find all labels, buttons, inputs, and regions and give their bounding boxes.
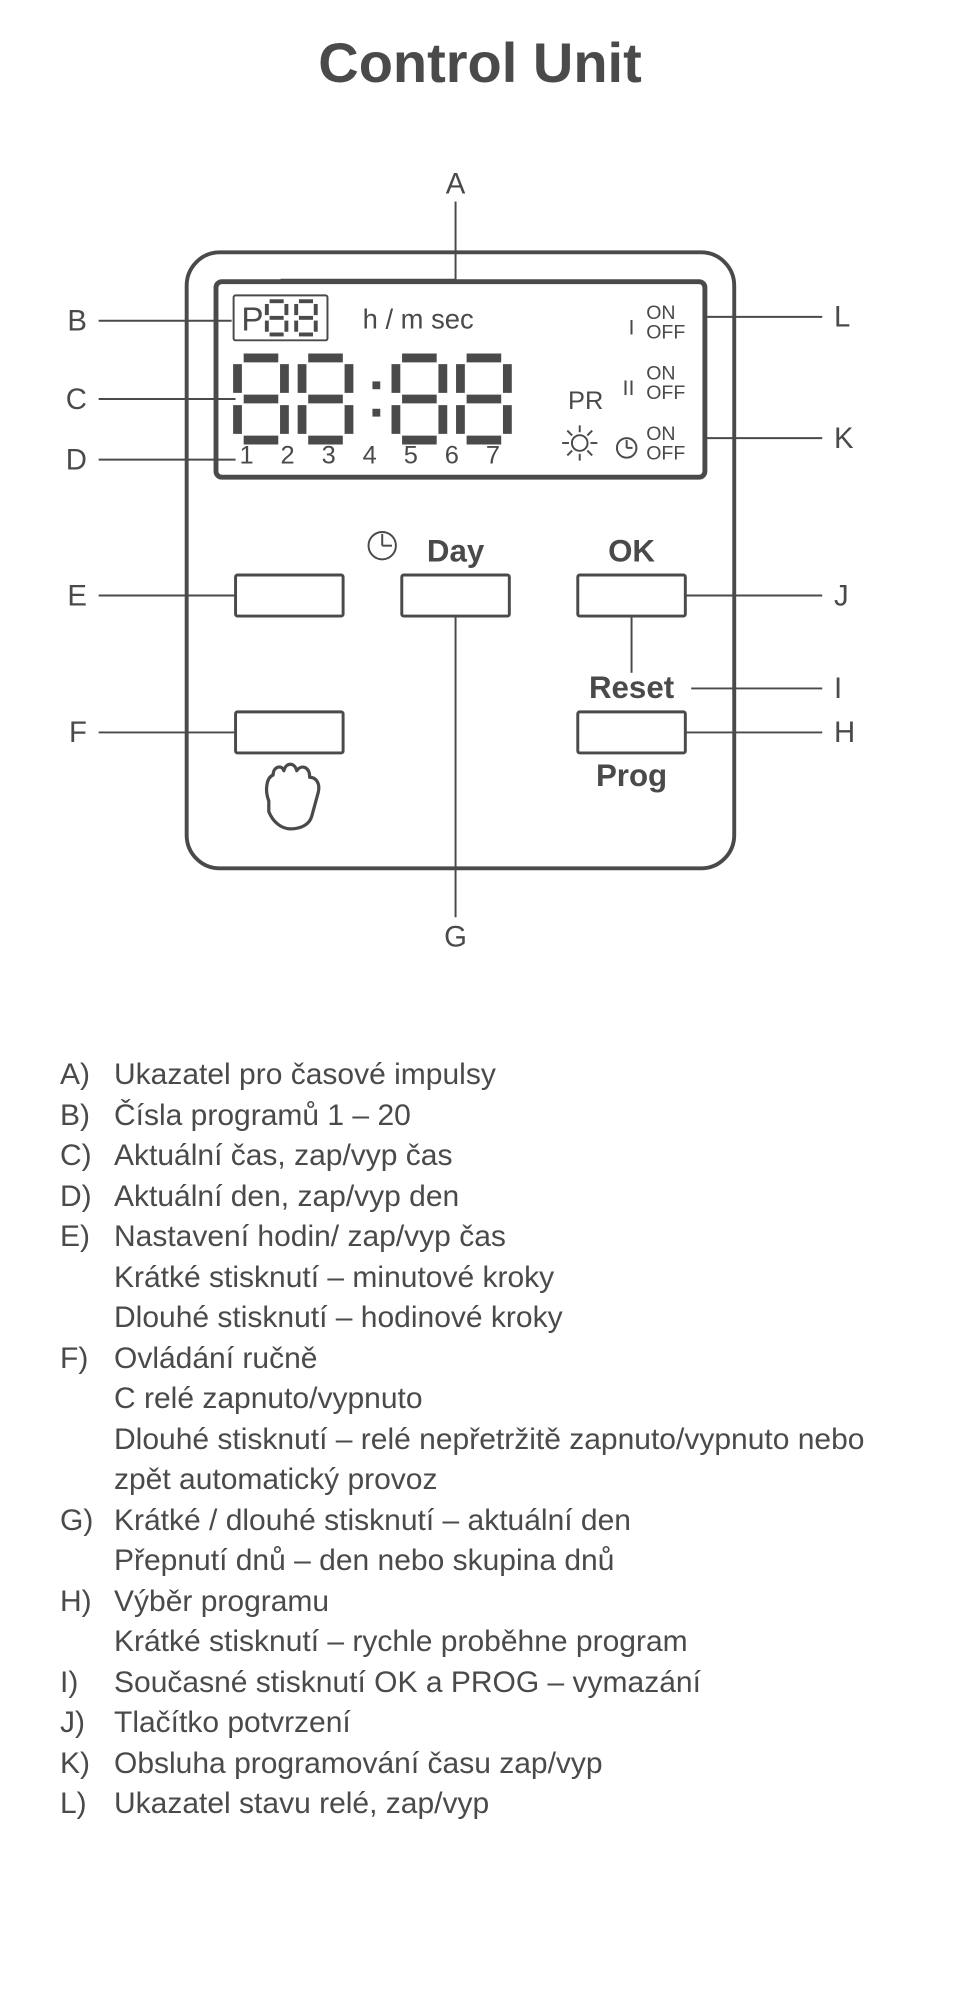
reset-prog-button[interactable] <box>578 712 686 753</box>
legend-row: Krátké stisknutí – rychle proběhne progr… <box>60 1622 920 1663</box>
legend-row: D)Aktuální den, zap/vyp den <box>60 1177 920 1218</box>
legend-row: Dlouhé stisknutí – hodinové kroky <box>60 1298 920 1339</box>
day-button[interactable] <box>402 575 510 616</box>
svg-text:4: 4 <box>363 442 377 470</box>
legend-key: F) <box>60 1339 114 1380</box>
legend-text: Aktuální den, zap/vyp den <box>114 1177 459 1218</box>
legend-text: Krátké stisknutí – rychle proběhne progr… <box>60 1622 688 1663</box>
legend-key: A) <box>60 1055 114 1096</box>
hand-icon <box>267 764 319 829</box>
legend-text: Dlouhé stisknutí – relé nepřetržitě zapn… <box>60 1420 920 1501</box>
legend-text: Ovládání ručně <box>114 1339 317 1380</box>
svg-text:I: I <box>834 672 842 705</box>
svg-text:G: G <box>444 921 467 954</box>
legend-key: G) <box>60 1501 114 1542</box>
svg-text:F: F <box>69 716 87 749</box>
legend-text: Krátké stisknutí – minutové kroky <box>60 1258 554 1299</box>
manual-button[interactable] <box>236 712 344 753</box>
legend-key: K) <box>60 1744 114 1785</box>
page-title: Control Unit <box>40 30 920 95</box>
svg-text:L: L <box>834 301 850 334</box>
legend-text: Dlouhé stisknutí – hodinové kroky <box>60 1298 563 1339</box>
legend-key: H) <box>60 1582 114 1623</box>
svg-text:OK: OK <box>608 533 655 568</box>
svg-text:Prog: Prog <box>596 758 667 793</box>
svg-text:P: P <box>241 302 263 339</box>
svg-text:E: E <box>67 579 87 612</box>
legend: A)Ukazatel pro časové impulsyB)Čísla pro… <box>40 1055 920 1825</box>
legend-text: Čísla programů 1 – 20 <box>114 1096 411 1137</box>
legend-key: I) <box>60 1663 114 1704</box>
legend-row: C relé zapnuto/vypnuto <box>60 1379 920 1420</box>
legend-text: Tlačítko potvrzení <box>114 1703 351 1744</box>
legend-key: B) <box>60 1096 114 1137</box>
svg-text:B: B <box>67 305 87 338</box>
legend-text: Krátké / dlouhé stisknutí – aktuální den <box>114 1501 631 1542</box>
legend-row: F)Ovládání ručně <box>60 1339 920 1380</box>
svg-text:h / m sec: h / m sec <box>363 304 474 335</box>
svg-text:K: K <box>834 422 854 455</box>
ok-button[interactable] <box>578 575 686 616</box>
legend-key: L) <box>60 1784 114 1825</box>
svg-text:6: 6 <box>445 442 459 470</box>
svg-text:7: 7 <box>486 442 500 470</box>
legend-key: C) <box>60 1136 114 1177</box>
legend-row: Přepnutí dnů – den nebo skupina dnů <box>60 1541 920 1582</box>
legend-row: L)Ukazatel stavu relé, zap/vyp <box>60 1784 920 1825</box>
svg-text:C: C <box>66 383 87 416</box>
svg-text:OFF: OFF <box>646 321 685 343</box>
legend-key: E) <box>60 1217 114 1258</box>
svg-text:5: 5 <box>404 442 418 470</box>
legend-key: D) <box>60 1177 114 1218</box>
svg-text:H: H <box>834 716 855 749</box>
svg-text:II: II <box>623 376 635 400</box>
svg-text:1: 1 <box>239 442 253 470</box>
clock-button[interactable] <box>236 575 344 616</box>
legend-row: J)Tlačítko potvrzení <box>60 1703 920 1744</box>
svg-text:I: I <box>629 315 635 339</box>
legend-row: I)Současné stisknutí OK a PROG – vymazán… <box>60 1663 920 1704</box>
legend-row: A)Ukazatel pro časové impulsy <box>60 1055 920 1096</box>
legend-key: J) <box>60 1703 114 1744</box>
svg-text:3: 3 <box>322 442 336 470</box>
legend-text: Současné stisknutí OK a PROG – vymazání <box>114 1663 701 1704</box>
legend-text: Obsluha programování času zap/vyp <box>114 1744 603 1785</box>
legend-row: C)Aktuální čas, zap/vyp čas <box>60 1136 920 1177</box>
svg-text:Day: Day <box>427 533 485 568</box>
legend-text: Výběr programu <box>114 1582 329 1623</box>
svg-text:2: 2 <box>281 442 295 470</box>
legend-row: E)Nastavení hodin/ zap/vyp čas <box>60 1217 920 1258</box>
legend-row: Dlouhé stisknutí – relé nepřetržitě zapn… <box>60 1420 920 1501</box>
legend-text: Aktuální čas, zap/vyp čas <box>114 1136 453 1177</box>
legend-row: G)Krátké / dlouhé stisknutí – aktuální d… <box>60 1501 920 1542</box>
svg-text:PR: PR <box>568 387 603 415</box>
legend-text: Ukazatel pro časové impulsy <box>114 1055 496 1096</box>
diagram: Ph / m sec1234567PRIONOFFIIONOFFONOFFDay… <box>40 135 920 1015</box>
legend-text: Přepnutí dnů – den nebo skupina dnů <box>60 1541 614 1582</box>
legend-row: H)Výběr programu <box>60 1582 920 1623</box>
legend-row: B)Čísla programů 1 – 20 <box>60 1096 920 1137</box>
legend-text: Nastavení hodin/ zap/vyp čas <box>114 1217 506 1258</box>
svg-text:OFF: OFF <box>646 443 685 465</box>
svg-text:J: J <box>834 579 849 612</box>
legend-text: C relé zapnuto/vypnuto <box>60 1379 423 1420</box>
svg-text:D: D <box>66 443 87 476</box>
svg-text:OFF: OFF <box>646 382 685 404</box>
svg-text:Reset: Reset <box>589 670 675 705</box>
legend-row: Krátké stisknutí – minutové kroky <box>60 1258 920 1299</box>
legend-row: K)Obsluha programování času zap/vyp <box>60 1744 920 1785</box>
legend-text: Ukazatel stavu relé, zap/vyp <box>114 1784 489 1825</box>
svg-text:A: A <box>446 168 466 201</box>
